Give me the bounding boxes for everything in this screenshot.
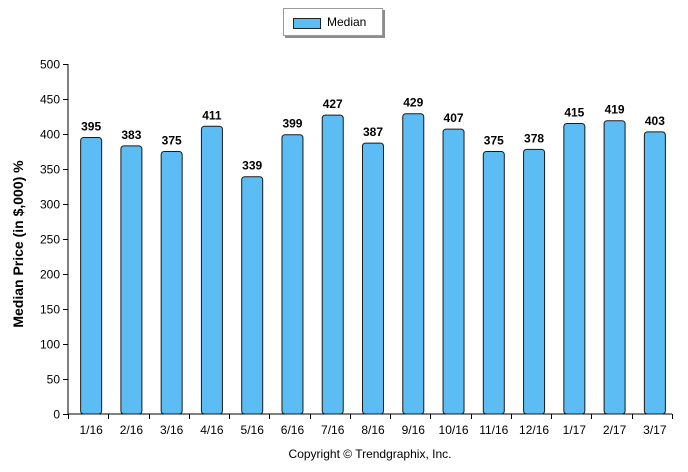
bar <box>80 137 103 415</box>
x-tick-label: 2/17 <box>603 423 627 437</box>
bar <box>362 142 384 415</box>
y-tick-label: 200 <box>40 268 60 282</box>
y-tick-label: 400 <box>40 128 60 142</box>
data-label: 395 <box>81 120 101 134</box>
data-label: 403 <box>645 114 665 128</box>
x-tick-label: 3/17 <box>643 423 667 437</box>
data-label: 375 <box>484 134 504 148</box>
data-label: 427 <box>323 97 343 111</box>
y-axis-label: Median Price (in $,000) % <box>10 160 26 328</box>
y-tick-label: 350 <box>40 163 60 177</box>
legend-swatch <box>293 18 321 29</box>
bar <box>241 176 264 415</box>
x-tick-label: 7/16 <box>321 423 345 437</box>
bar <box>442 128 465 415</box>
bar <box>281 134 304 415</box>
x-tick-label: 10/16 <box>439 423 469 437</box>
x-tick-label: 5/16 <box>241 423 265 437</box>
data-label: 399 <box>282 117 302 131</box>
legend-label: Median <box>327 15 367 29</box>
y-tick-label: 500 <box>40 58 60 72</box>
x-tick-label: 1/16 <box>79 423 103 437</box>
x-tick-label: 6/16 <box>281 423 305 437</box>
x-tick-label: 11/16 <box>479 423 508 437</box>
y-tick-label: 300 <box>40 198 60 212</box>
data-label: 419 <box>605 103 625 117</box>
y-tick-label: 150 <box>40 303 60 317</box>
data-label: 387 <box>363 125 383 139</box>
x-tick-label: 4/16 <box>200 423 224 437</box>
data-label: 339 <box>242 159 262 173</box>
bar <box>200 125 223 415</box>
bar <box>482 151 505 415</box>
bar <box>523 148 546 415</box>
data-label: 407 <box>444 111 464 125</box>
bar <box>120 145 143 415</box>
bar <box>603 120 626 415</box>
x-tick-label: 9/16 <box>402 423 426 437</box>
data-label: 383 <box>121 128 141 142</box>
x-tick-label: 8/16 <box>361 423 385 437</box>
data-label: 415 <box>564 106 584 120</box>
bar <box>643 131 666 415</box>
data-label: 378 <box>524 131 544 145</box>
y-tick-label: 250 <box>40 233 60 247</box>
bar <box>563 123 586 415</box>
y-tick-label: 100 <box>40 338 60 352</box>
bar <box>160 151 183 415</box>
copyright-text: Copyright © Trendgraphix, Inc. <box>288 447 452 461</box>
bar <box>402 113 425 415</box>
data-label: 411 <box>202 108 222 122</box>
y-tick-label: 450 <box>40 93 60 107</box>
x-tick-label: 1/17 <box>563 423 587 437</box>
data-label: 375 <box>162 134 182 148</box>
y-tick-label: 0 <box>53 408 60 422</box>
x-tick-label: 12/16 <box>519 423 549 437</box>
y-tick-label: 50 <box>47 373 61 387</box>
legend: Median <box>283 8 383 36</box>
x-tick-label: 3/16 <box>160 423 184 437</box>
x-tick-label: 2/16 <box>120 423 144 437</box>
data-label: 429 <box>403 96 423 110</box>
bar <box>321 114 344 415</box>
